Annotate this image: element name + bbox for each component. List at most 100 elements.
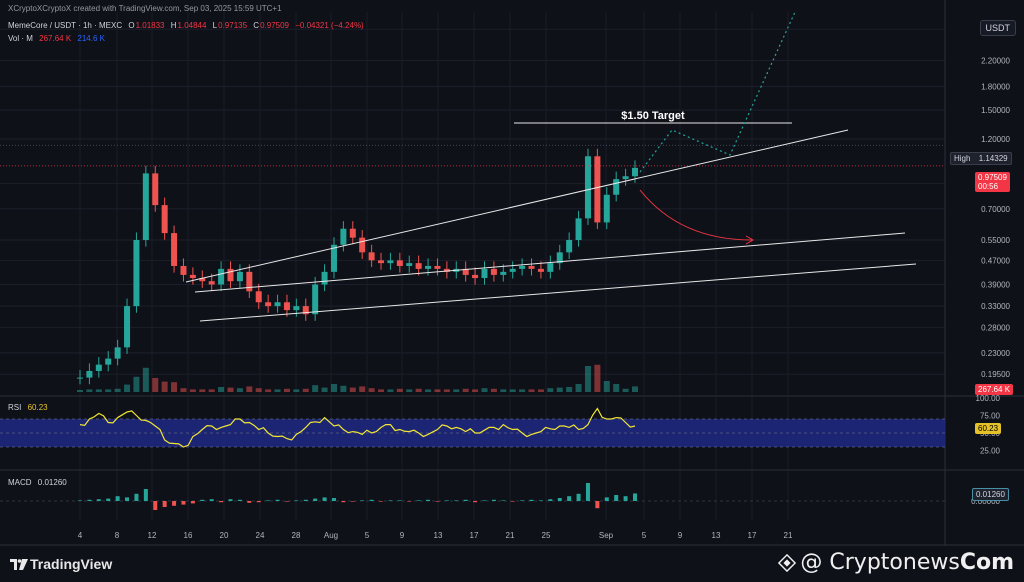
volume-bar	[547, 388, 554, 392]
macd-histogram-bar	[256, 501, 261, 503]
candle-body	[443, 268, 450, 272]
macd-histogram-bar	[397, 500, 402, 501]
candle-body	[519, 265, 526, 269]
candle-body	[575, 218, 582, 240]
price-axis-tick: 1.80000	[981, 82, 1010, 91]
time-axis-tick: Aug	[324, 531, 338, 540]
candle-body	[321, 271, 328, 285]
volume-bar	[133, 376, 140, 392]
price-axis-tick: 1.50000	[981, 106, 1010, 115]
volume-bar	[274, 389, 281, 392]
volume-bar	[161, 381, 168, 392]
tradingview-logo[interactable]: TradingView	[10, 556, 112, 572]
candle-body	[199, 278, 206, 282]
volume-bar	[171, 382, 178, 392]
time-axis-tick: 13	[712, 531, 721, 540]
candle-body	[95, 364, 102, 371]
candle-body	[274, 302, 281, 307]
tradingview-logo-icon	[10, 559, 28, 570]
macd-histogram-bar	[275, 499, 280, 501]
price-axis-tick: 0.39000	[981, 280, 1010, 289]
rsi-label[interactable]: RSI	[8, 403, 22, 412]
macd-histogram-bar	[247, 501, 252, 503]
candle-body	[340, 228, 347, 245]
rsi-value: 60.23	[27, 403, 48, 412]
candle-body	[227, 268, 234, 282]
price-axis-tick: 0.19500	[981, 370, 1010, 379]
bearish-projection-arc	[639, 189, 753, 241]
macd-histogram-bar	[134, 493, 139, 501]
bullish-projection-path	[639, 11, 796, 173]
volume-bar	[594, 364, 601, 392]
candle-body	[462, 268, 469, 275]
macd-histogram-bar	[87, 499, 92, 501]
last-price-value: 0.97509	[978, 173, 1007, 182]
candle-body	[246, 271, 253, 292]
cryptonews-text-bold: Com	[959, 550, 1014, 575]
macd-histogram-bar	[454, 500, 459, 501]
volume-tag: 267.64 K	[975, 384, 1014, 395]
macd-histogram-bar	[322, 497, 327, 501]
cryptonews-text: @ Cryptonews	[800, 550, 960, 575]
high-value: 1.04844	[177, 21, 207, 30]
volume-bar	[528, 389, 535, 392]
macd-tag: 0.01260	[972, 488, 1009, 501]
volume-bar	[622, 388, 629, 392]
volume-bar	[359, 386, 366, 392]
open-value: 1.01833	[135, 21, 165, 30]
macd-histogram-bar	[350, 501, 355, 502]
candle-body	[152, 173, 159, 206]
volume-bar	[86, 389, 93, 392]
time-axis-tick: 8	[115, 531, 120, 540]
symbol-title[interactable]: MemeCore / USDT · 1h · MEXC	[8, 21, 123, 30]
price-axis-tick: 0.70000	[981, 205, 1010, 214]
volume-bar	[236, 388, 243, 392]
macd-histogram-bar	[435, 501, 440, 502]
volume-bar	[95, 389, 102, 392]
time-axis-tick: 25	[542, 531, 551, 540]
macd-histogram-bar	[172, 501, 177, 506]
rsi-band	[0, 419, 945, 447]
macd-histogram-bar	[331, 498, 336, 501]
candle-body	[490, 268, 497, 275]
cryptonews-watermark: @ CryptonewsCom	[778, 550, 1014, 575]
candle-body	[537, 268, 544, 272]
macd-histogram-bar	[237, 499, 242, 501]
candle-body	[509, 268, 516, 272]
candle-body	[302, 306, 309, 315]
volume-bar	[566, 387, 573, 392]
rsi-tag: 60.23	[975, 423, 1002, 434]
macd-histogram-bar	[125, 497, 130, 501]
volume-label[interactable]: Vol · M	[8, 34, 33, 43]
macd-histogram-bar	[595, 501, 600, 509]
price-chart-svg[interactable]: 2.800002.200001.800001.500001.200000.850…	[0, 0, 1024, 546]
volume-bar	[321, 387, 328, 392]
ohlc-header: MemeCore / USDT · 1h · MEXC O1.01833 H1.…	[8, 21, 368, 30]
volume-header: Vol · M 267.64 K 214.6 K	[8, 34, 109, 43]
volume-bar	[453, 389, 460, 392]
macd-histogram-bar	[209, 499, 214, 501]
candle-body	[415, 263, 422, 269]
candle-body	[255, 291, 262, 303]
volume-bar	[77, 390, 83, 392]
macd-legend: MACD 0.01260	[8, 478, 71, 487]
candle-body	[632, 167, 638, 177]
candle-body	[425, 265, 432, 269]
macd-histogram-bar	[520, 500, 525, 501]
price-axis-tick: 1.20000	[981, 135, 1010, 144]
candle-body	[133, 239, 140, 307]
time-axis-tick: 16	[184, 531, 193, 540]
time-axis-tick: 21	[784, 531, 793, 540]
candle-body	[406, 263, 413, 266]
time-axis-tick: 13	[434, 531, 443, 540]
volume-bar	[556, 387, 563, 392]
footer-bar: TradingView @ CryptonewsCom	[0, 546, 1024, 582]
time-axis-tick: 12	[148, 531, 157, 540]
candle-body	[622, 176, 629, 180]
macd-label[interactable]: MACD	[8, 478, 32, 487]
macd-histogram-bar	[576, 493, 581, 501]
currency-button[interactable]: USDT	[979, 20, 1016, 36]
volume-bar	[227, 387, 234, 392]
candle-body	[359, 237, 366, 253]
